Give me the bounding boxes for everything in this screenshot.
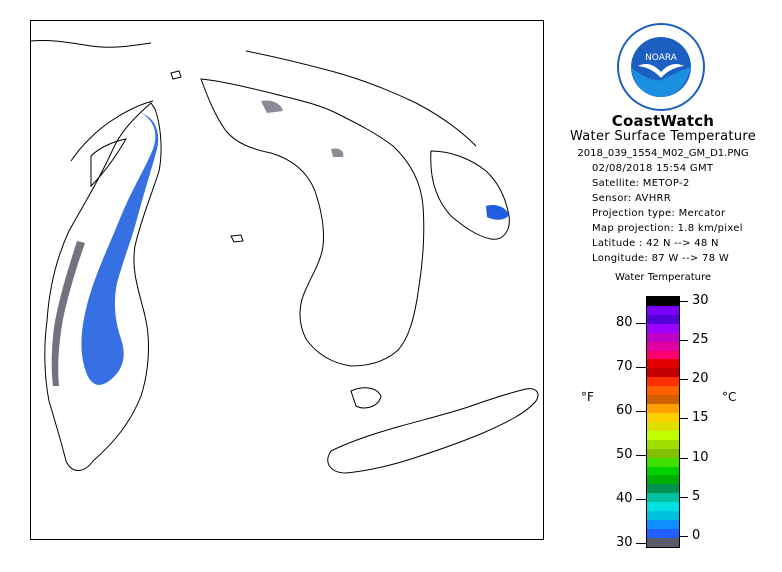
island	[230, 234, 244, 243]
projection-type: Projection type: Mercator	[592, 208, 726, 219]
colorbar-segment	[647, 528, 679, 538]
celsius-tick	[680, 340, 688, 341]
celsius-tick	[680, 301, 688, 302]
colorbar-segment	[647, 305, 679, 315]
celsius-tick-label: 25	[692, 332, 709, 347]
colorbar-segment	[647, 493, 679, 503]
georgian-bay	[430, 150, 510, 240]
product-title: Water Surface Temperature	[569, 129, 757, 144]
cold-water-band	[81, 113, 159, 385]
ice-patch	[261, 100, 283, 113]
colorbar-segment	[647, 368, 679, 378]
map-frame[interactable]	[30, 20, 544, 540]
temperature-colorbar	[646, 296, 680, 548]
fahrenheit-tick	[636, 499, 646, 500]
colorbar-segment	[647, 395, 679, 405]
celsius-tick	[680, 536, 688, 537]
celsius-tick-label: 10	[692, 450, 709, 465]
celsius-tick-label: 0	[692, 528, 701, 543]
colorbar-segment	[647, 377, 679, 387]
lake-erie-coastline	[327, 388, 539, 474]
satellite: Satellite: METOP-2	[592, 178, 690, 189]
celsius-tick	[680, 497, 688, 498]
fahrenheit-tick-label: 60	[616, 403, 633, 418]
colorbar-segment	[647, 323, 679, 333]
colorbar-segment	[647, 511, 679, 521]
colorbar-segment	[647, 386, 679, 396]
fahrenheit-tick	[636, 367, 646, 368]
colorbar-segment	[647, 457, 679, 467]
fahrenheit-tick-label: 40	[616, 491, 633, 506]
datetime: 02/08/2018 15:54 GMT	[592, 163, 714, 174]
celsius-tick	[680, 418, 688, 419]
colorbar-segment	[647, 341, 679, 351]
celsius-tick-label: 30	[692, 293, 709, 308]
celsius-tick-label: 15	[692, 410, 709, 425]
colorbar-segment	[647, 537, 679, 547]
cold-water-patch	[486, 205, 509, 220]
legend-title: Water Temperature	[614, 272, 712, 283]
wisconsin-shore	[70, 100, 154, 162]
celsius-tick-label: 5	[692, 489, 701, 504]
fahrenheit-tick	[636, 323, 646, 324]
sensor: Sensor: AVHRR	[592, 193, 672, 204]
lake-st-clair	[350, 387, 382, 409]
colorbar-segment	[647, 439, 679, 449]
colorbar-segment	[647, 412, 679, 422]
colorbar-segment	[647, 448, 679, 458]
colorbar-segment	[647, 297, 679, 306]
colorbar-segment	[647, 475, 679, 485]
celsius-tick	[680, 458, 688, 459]
lake-superior-shore	[31, 40, 152, 48]
lake-huron-coastline	[200, 78, 425, 367]
fahrenheit-tick-label: 70	[616, 359, 633, 374]
noaa-logo: NOARA	[617, 23, 705, 111]
logo-text: NOARA	[645, 53, 678, 63]
island	[170, 70, 182, 80]
celsius-tick	[680, 379, 688, 380]
colorbar-segment	[647, 430, 679, 440]
longitude-range: Longitude: 87 W --> 78 W	[592, 253, 730, 264]
colorbar-segment	[647, 520, 679, 529]
colorbar-segment	[647, 466, 679, 476]
colorbar-segment	[647, 350, 679, 360]
latitude-range: Latitude : 42 N --> 48 N	[592, 238, 719, 249]
ice-edge	[51, 241, 85, 386]
brand-title: CoastWatch	[611, 112, 715, 130]
fahrenheit-tick	[636, 411, 646, 412]
ice-patch	[331, 148, 344, 157]
great-lakes-map	[31, 40, 539, 474]
fahrenheit-tick	[636, 455, 646, 456]
fahrenheit-tick-label: 80	[616, 315, 633, 330]
colorbar-segment	[647, 421, 679, 431]
fahrenheit-tick-label: 30	[616, 535, 633, 550]
fahrenheit-tick	[636, 543, 646, 544]
celsius-unit: °C	[722, 390, 737, 404]
colorbar-segment	[647, 502, 679, 512]
celsius-tick-label: 20	[692, 371, 709, 386]
fahrenheit-tick-label: 50	[616, 447, 633, 462]
ontario-shore	[245, 50, 477, 147]
colorbar-segment	[647, 332, 679, 342]
map-projection: Map projection: 1.8 km/pixel	[592, 223, 743, 234]
colorbar-segment	[647, 404, 679, 413]
green-bay	[90, 138, 127, 188]
image-filename: 2018_039_1554_M02_GM_D1.PNG	[577, 148, 749, 159]
colorbar-segment	[647, 359, 679, 369]
colorbar-segment	[647, 314, 679, 324]
colorbar-segment	[647, 484, 679, 494]
fahrenheit-unit: °F	[581, 390, 594, 404]
